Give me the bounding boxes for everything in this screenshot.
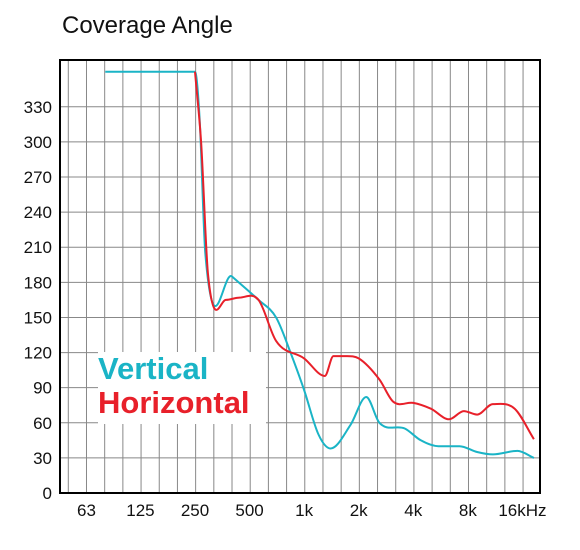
series-line-vertical [105, 70, 535, 459]
y-tick-label: 90 [33, 379, 52, 398]
y-tick-label: 330 [24, 98, 52, 117]
legend-entry-horizontal: Horizontal [98, 385, 250, 420]
x-axis-ticks: 63 125 250 500 1k 2k 4k 8k 16kHz [77, 501, 546, 520]
y-tick-label: 30 [33, 449, 52, 468]
x-tick-label: 4k [404, 501, 422, 520]
x-tick-label: 16kHz [498, 501, 546, 520]
x-tick-label: 250 [181, 501, 209, 520]
x-tick-label: 125 [126, 501, 154, 520]
y-tick-label: 180 [24, 273, 52, 292]
legend: Vertical Horizontal [98, 352, 266, 424]
y-tick-label: 240 [24, 203, 52, 222]
y-tick-label: 210 [24, 238, 52, 257]
plot-frame [59, 59, 541, 494]
y-tick-label: 60 [33, 414, 52, 433]
y-tick-label: 270 [24, 168, 52, 187]
y-tick-label: 150 [24, 308, 52, 327]
chart-title: Coverage Angle [62, 12, 233, 39]
y-tick-label: 0 [43, 484, 52, 503]
x-tick-label: 63 [77, 501, 96, 520]
grid [60, 60, 540, 493]
x-tick-label: 1k [295, 501, 313, 520]
x-tick-label: 8k [459, 501, 477, 520]
y-axis-ticks: 0 30 60 90 120 150 180 210 240 270 300 330 [24, 98, 52, 503]
x-tick-label: 2k [350, 501, 368, 520]
series-line-horizontal [194, 71, 535, 440]
legend-entry-vertical: Vertical [98, 351, 209, 386]
y-tick-label: 120 [24, 344, 52, 363]
series-lines [105, 70, 535, 459]
y-tick-label: 300 [24, 133, 52, 152]
x-tick-label: 500 [235, 501, 263, 520]
